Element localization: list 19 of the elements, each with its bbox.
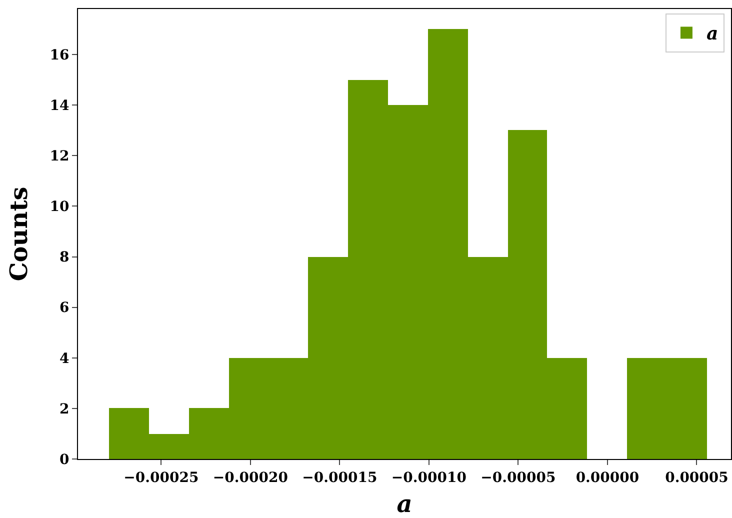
y-axis-title: Counts [4, 186, 33, 282]
y-tick-label: 6 [59, 300, 70, 316]
x-tick-label: −0.00010 [391, 470, 467, 486]
y-tick-label: 12 [50, 148, 70, 165]
x-tick-label: −0.00005 [480, 470, 556, 486]
y-tick-label: 8 [59, 250, 70, 266]
x-tick-label: 0.00005 [665, 470, 728, 486]
legend-label: a [706, 24, 718, 45]
y-tick-label: 16 [50, 47, 70, 64]
y-tick-label: 0 [59, 452, 70, 468]
y-tick-label: 4 [59, 350, 70, 367]
y-tick-label: 14 [50, 98, 70, 114]
y-tick-label: 2 [59, 401, 70, 418]
y-tick-label: 10 [50, 199, 70, 216]
x-tick-label: 0.00000 [576, 470, 640, 486]
x-tick-label: −0.00020 [212, 470, 288, 486]
x-axis-title: a [396, 489, 412, 518]
x-tick-label: −0.00015 [302, 470, 378, 486]
x-tick-label: −0.00025 [124, 470, 199, 486]
